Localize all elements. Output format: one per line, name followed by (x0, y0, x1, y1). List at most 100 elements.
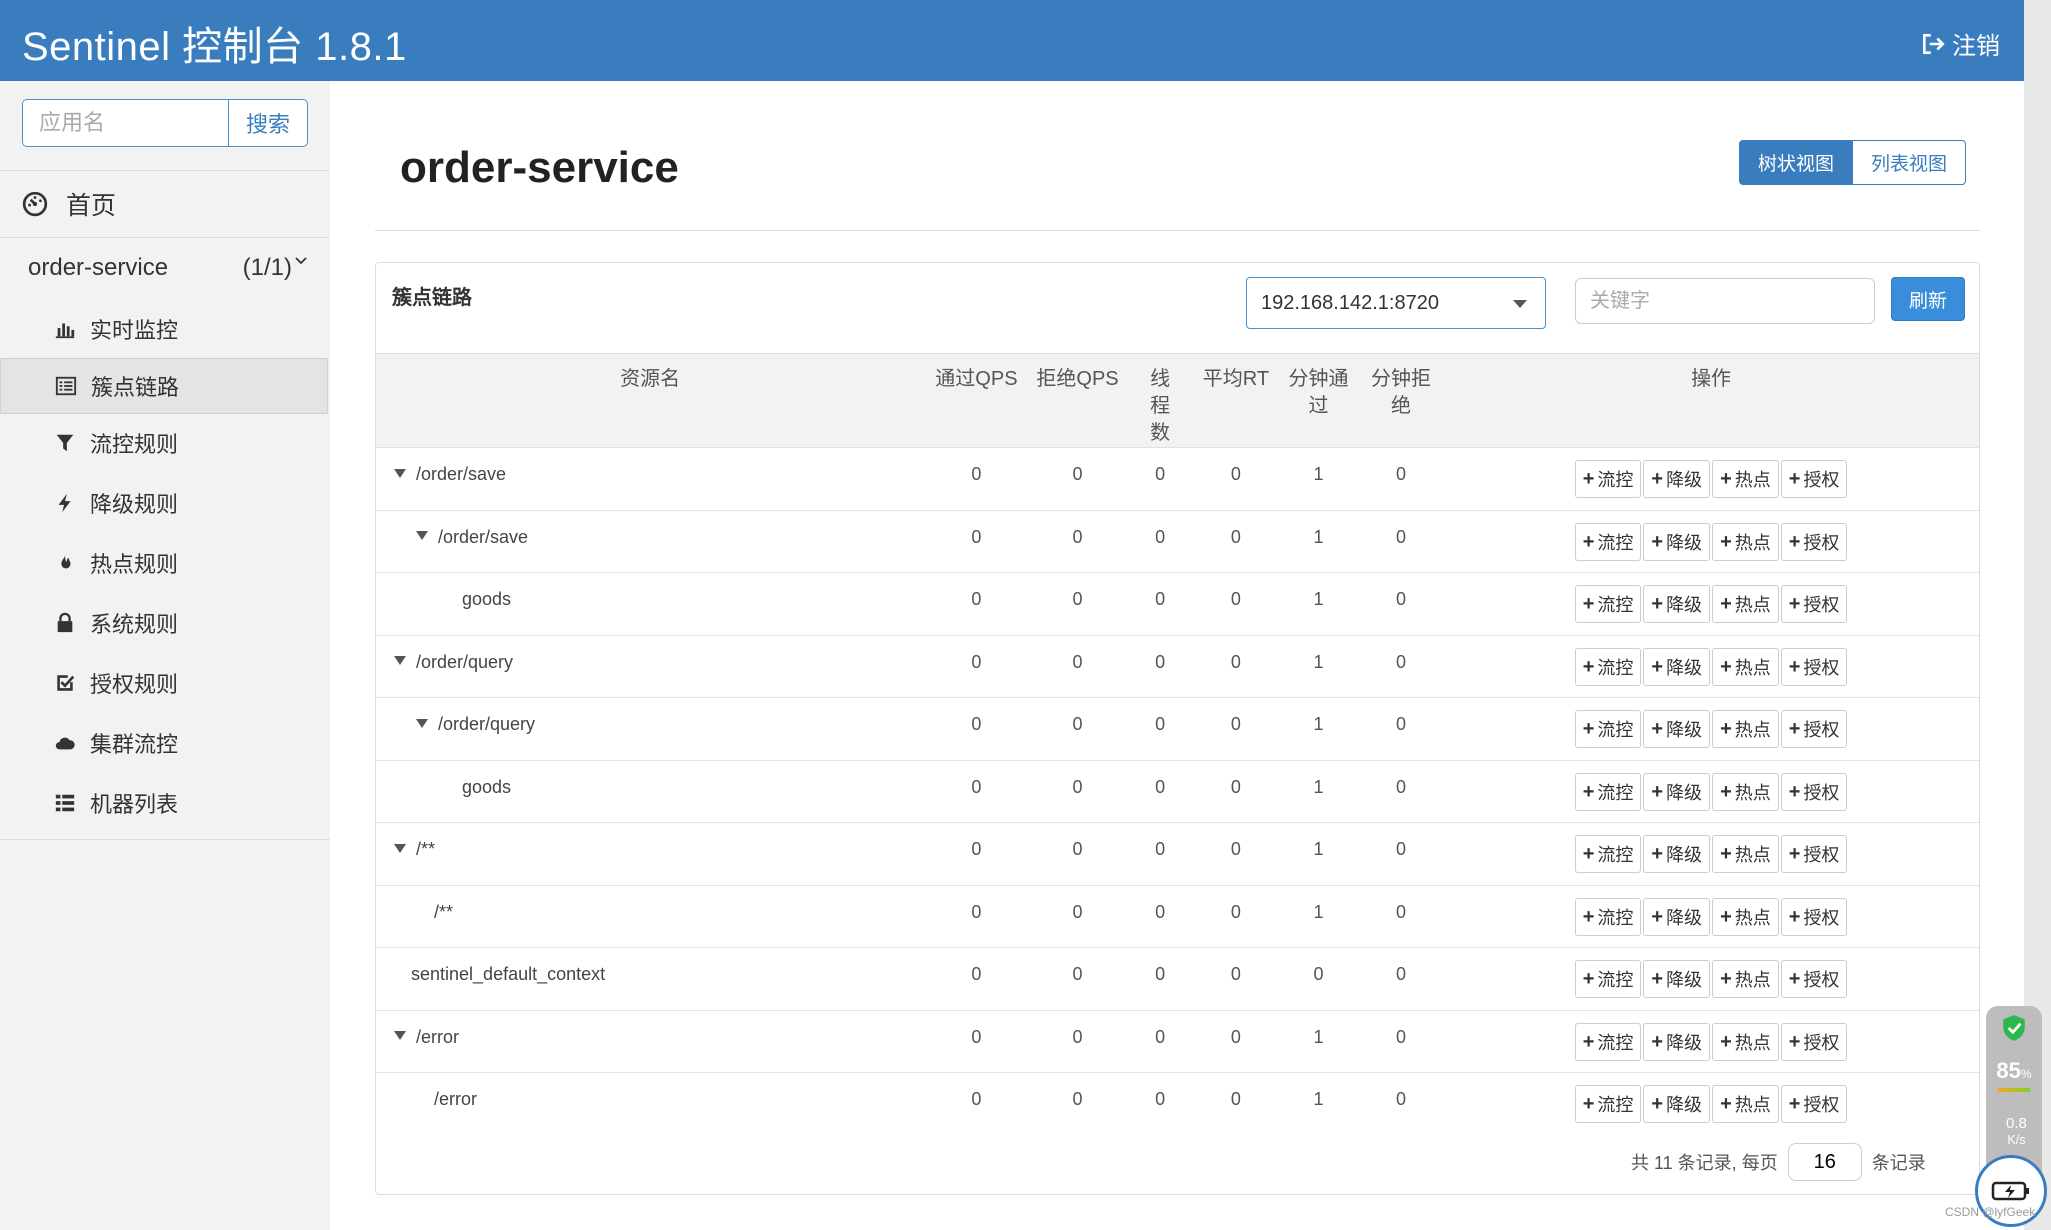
plus-icon: + (1582, 843, 1595, 865)
add-auth-rule-button[interactable]: + 授权 (1780, 522, 1848, 561)
add-flow-rule-button[interactable]: + 流控 (1574, 772, 1642, 811)
view-toggle: 树状视图 列表视图 (1739, 140, 1967, 185)
brand-title[interactable]: Sentinel 控制台 1.8.1 (22, 25, 407, 69)
chevron-down-icon (295, 257, 307, 265)
metric-cell-min-block: 0 (1358, 760, 1444, 823)
metric-cell-block-qps: 0 (1028, 510, 1127, 573)
sidebar-item-cluster-link[interactable]: 簇点链路 (0, 358, 328, 414)
sidebar-item-label: 降级规则 (90, 492, 179, 517)
op-label: 热点 (1734, 1095, 1771, 1115)
add-hotspot-rule-button[interactable]: + 热点 (1712, 522, 1779, 561)
add-hotspot-rule-button[interactable]: + 热点 (1712, 647, 1779, 686)
system-monitor-widget[interactable]: 85% 0.8 K/s (1986, 1006, 2042, 1186)
add-auth-rule-button[interactable]: + 授权 (1780, 897, 1848, 936)
sidebar-item-home[interactable]: 首页 (22, 187, 116, 221)
add-hotspot-rule-button[interactable]: + 热点 (1712, 772, 1779, 811)
add-degrade-rule-button[interactable]: + 降级 (1643, 835, 1711, 873)
op-label: 授权 (1803, 470, 1840, 490)
add-flow-rule-button[interactable]: + 流控 (1574, 897, 1642, 936)
expand-caret-icon[interactable] (394, 1031, 406, 1041)
operations-cell: + 流控 + 降级 + 热点 + 授权 (1443, 1010, 1979, 1073)
add-auth-rule-button[interactable]: + 授权 (1780, 772, 1848, 811)
sidebar-item-realtime-monitor[interactable]: 实时监控 (0, 301, 328, 357)
add-auth-rule-button[interactable]: + 授权 (1780, 1022, 1848, 1061)
add-flow-rule-button[interactable]: + 流控 (1574, 1085, 1642, 1123)
metric-cell-min-block: 0 (1358, 697, 1444, 761)
add-auth-rule-button[interactable]: + 授权 (1780, 1085, 1848, 1123)
app-search-button[interactable]: 搜索 (228, 99, 308, 147)
expand-caret-icon[interactable] (394, 468, 406, 478)
add-hotspot-rule-button[interactable]: + 热点 (1712, 897, 1779, 936)
refresh-button[interactable]: 刷新 (1891, 277, 1965, 321)
expand-caret-icon[interactable] (416, 718, 428, 728)
add-degrade-rule-button[interactable]: + 降级 (1643, 585, 1711, 623)
sidebar-item-cluster-flow[interactable]: 集群流控 (0, 715, 328, 771)
sidebar-item-machine-list[interactable]: 机器列表 (0, 775, 328, 831)
sidebar-item-flow-rules[interactable]: 流控规则 (0, 415, 328, 471)
sidebar-item-degrade-rules[interactable]: 降级规则 (0, 475, 328, 531)
add-degrade-rule-button[interactable]: + 降级 (1643, 1085, 1711, 1123)
plus-icon: + (1720, 593, 1732, 615)
metric-cell-min-pass: 0 (1278, 947, 1359, 1011)
add-hotspot-rule-button[interactable]: + 热点 (1712, 835, 1779, 873)
add-degrade-rule-button[interactable]: + 降级 (1643, 522, 1711, 561)
logout-button[interactable]: 注销 (1920, 26, 2000, 61)
add-hotspot-rule-button[interactable]: + 热点 (1712, 460, 1779, 498)
resource-name: /error (434, 1089, 478, 1109)
op-label: 流控 (1597, 845, 1634, 865)
tree-view-button[interactable]: 树状视图 (1739, 140, 1854, 185)
add-degrade-rule-button[interactable]: + 降级 (1643, 772, 1711, 811)
plus-icon: + (1582, 468, 1595, 490)
add-flow-rule-button[interactable]: + 流控 (1574, 647, 1642, 686)
column-header: 拒绝QPS (1028, 353, 1127, 448)
add-auth-rule-button[interactable]: + 授权 (1780, 960, 1848, 998)
sidebar-app-toggle[interactable]: order-service (1/1) (28, 251, 308, 285)
add-auth-rule-button[interactable]: + 授权 (1780, 460, 1848, 498)
metric-cell-min-pass: 1 (1278, 760, 1359, 823)
app-search-input[interactable] (22, 99, 228, 147)
plus-icon: + (1582, 968, 1595, 990)
page-size-input[interactable] (1787, 1143, 1862, 1181)
add-degrade-rule-button[interactable]: + 降级 (1643, 460, 1711, 498)
expand-caret-icon[interactable] (416, 531, 428, 541)
add-hotspot-rule-button[interactable]: + 热点 (1712, 1085, 1779, 1123)
metric-cell-min-pass: 1 (1278, 885, 1359, 948)
op-label: 流控 (1597, 782, 1634, 803)
add-auth-rule-button[interactable]: + 授权 (1780, 585, 1848, 623)
plus-icon: + (1720, 968, 1732, 990)
add-flow-rule-button[interactable]: + 流控 (1574, 460, 1642, 498)
add-auth-rule-button[interactable]: + 授权 (1780, 710, 1848, 748)
expand-caret-icon[interactable] (394, 656, 406, 666)
add-flow-rule-button[interactable]: + 流控 (1574, 1022, 1642, 1061)
machine-select[interactable]: 192.168.142.1:8720 (1246, 277, 1546, 329)
expand-caret-icon[interactable] (394, 843, 406, 853)
add-degrade-rule-button[interactable]: + 降级 (1643, 897, 1711, 936)
plus-icon: + (1788, 593, 1801, 615)
add-hotspot-rule-button[interactable]: + 热点 (1712, 1022, 1779, 1061)
add-hotspot-rule-button[interactable]: + 热点 (1712, 710, 1779, 748)
op-label: 热点 (1734, 970, 1771, 990)
add-flow-rule-button[interactable]: + 流控 (1574, 835, 1642, 873)
add-hotspot-rule-button[interactable]: + 热点 (1712, 585, 1779, 623)
sidebar-item-auth-rules[interactable]: 授权规则 (0, 655, 328, 711)
add-flow-rule-button[interactable]: + 流控 (1574, 710, 1642, 748)
plus-icon: + (1651, 905, 1664, 928)
add-auth-rule-button[interactable]: + 授权 (1780, 647, 1848, 686)
add-hotspot-rule-button[interactable]: + 热点 (1712, 960, 1779, 998)
battery-button[interactable] (1975, 1155, 2047, 1227)
keyword-input[interactable] (1575, 278, 1875, 324)
add-degrade-rule-button[interactable]: + 降级 (1643, 960, 1711, 998)
add-flow-rule-button[interactable]: + 流控 (1574, 960, 1642, 998)
resource-name-cell: goods (376, 572, 925, 636)
add-auth-rule-button[interactable]: + 授权 (1780, 835, 1848, 873)
add-degrade-rule-button[interactable]: + 降级 (1643, 710, 1711, 748)
sidebar-item-system-rules[interactable]: 系统规则 (0, 595, 328, 651)
add-flow-rule-button[interactable]: + 流控 (1574, 585, 1642, 623)
title-divider (375, 230, 1980, 231)
metric-cell-threads: 0 (1155, 1089, 1166, 1109)
list-view-button[interactable]: 列表视图 (1853, 140, 1967, 185)
add-degrade-rule-button[interactable]: + 降级 (1643, 1022, 1711, 1061)
sidebar-item-hotspot-rules[interactable]: 热点规则 (0, 535, 328, 591)
add-flow-rule-button[interactable]: + 流控 (1574, 522, 1642, 561)
add-degrade-rule-button[interactable]: + 降级 (1643, 647, 1711, 686)
